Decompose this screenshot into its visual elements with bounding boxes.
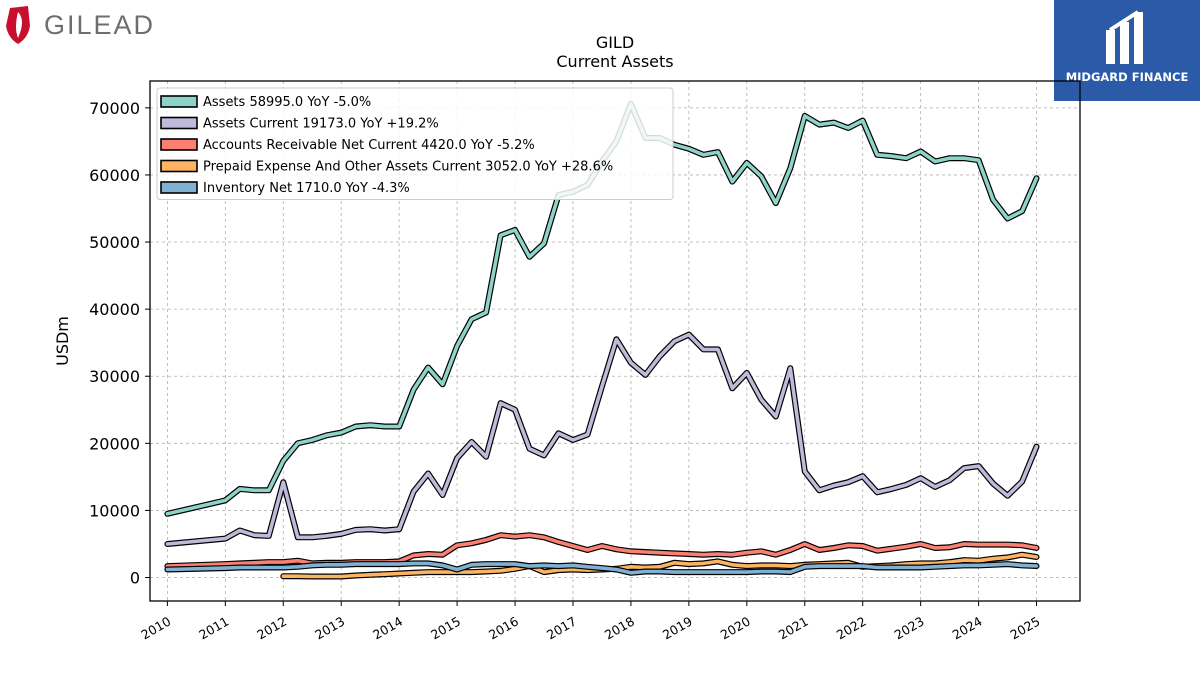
y-axis-ticks: 0 10000 20000 30000 40000 50000 60000 70000 bbox=[89, 99, 150, 588]
x-axis-ticks: 2010 2011 2012 2013 2014 2015 2016 2017 2018 2019… bbox=[138, 601, 1043, 643]
x-tick-label: 2013 bbox=[312, 614, 347, 643]
x-tick-label: 2018 bbox=[602, 614, 637, 643]
x-tick-label: 2014 bbox=[370, 614, 405, 643]
midgard-finance-logo: MIDGARD FINANCE bbox=[1054, 0, 1200, 101]
y-tick-label: 30000 bbox=[89, 367, 140, 386]
x-tick-label: 2020 bbox=[718, 614, 753, 643]
legend: Assets 58995.0 YoY -5.0% Assets Current 1… bbox=[156, 87, 674, 200]
x-tick-label: 2024 bbox=[950, 614, 985, 643]
gilead-logo-mark: GILEAD bbox=[6, 6, 155, 44]
midgard-logo-mark bbox=[1106, 10, 1143, 64]
y-axis-label: USDm bbox=[53, 316, 72, 366]
y-tick-label: 40000 bbox=[89, 300, 140, 319]
y-tick-label: 0 bbox=[130, 569, 140, 588]
legend-label: Accounts Receivable Net Current 4420.0 Y… bbox=[203, 138, 535, 153]
legend-swatch bbox=[160, 116, 198, 130]
legend-label: Assets Current 19173.0 YoY +19.2% bbox=[203, 117, 439, 132]
series-outline-assets-current bbox=[164, 331, 1040, 547]
x-tick-label: 2021 bbox=[776, 614, 811, 643]
legend-swatch bbox=[160, 138, 198, 151]
x-tick-label: 2016 bbox=[486, 614, 521, 643]
y-tick-label: 60000 bbox=[89, 166, 140, 185]
series-line-prepaid-expense-and-other-assets-current bbox=[281, 552, 1039, 579]
legend-label: Assets 58995.0 YoY -5.0% bbox=[203, 95, 371, 110]
midgard-wordmark: MIDGARD FINANCE bbox=[1065, 70, 1189, 84]
series-lines bbox=[164, 100, 1040, 580]
x-tick-label: 2025 bbox=[1008, 614, 1043, 643]
gilead-logo: GILEAD bbox=[0, 0, 170, 50]
x-tick-label: 2015 bbox=[428, 614, 463, 643]
x-tick-label: 2012 bbox=[254, 614, 289, 643]
series-line-assets-current bbox=[165, 332, 1039, 546]
x-tick-label: 2019 bbox=[660, 614, 695, 643]
x-tick-label: 2022 bbox=[834, 614, 869, 643]
x-tick-label: 2010 bbox=[138, 614, 173, 643]
y-tick-label: 50000 bbox=[89, 233, 140, 252]
legend-label: Inventory Net 1710.0 YoY -4.3% bbox=[203, 181, 410, 196]
legend-swatch bbox=[160, 95, 198, 108]
y-tick-label: 70000 bbox=[89, 99, 140, 118]
x-tick-label: 2023 bbox=[892, 614, 927, 643]
legend-label: Prepaid Expense And Other Assets Current… bbox=[203, 160, 613, 175]
legend-swatch bbox=[160, 159, 198, 173]
x-tick-label: 2017 bbox=[544, 614, 579, 643]
legend-box bbox=[156, 87, 674, 200]
y-tick-label: 10000 bbox=[89, 501, 140, 520]
chart-subtitle: Current Assets bbox=[556, 52, 673, 71]
plot-frame bbox=[149, 80, 1081, 602]
series-line-inventory-net bbox=[165, 561, 1039, 575]
legend-swatch bbox=[160, 181, 198, 194]
gilead-wordmark: GILEAD bbox=[44, 10, 155, 40]
chart-title: GILD bbox=[596, 33, 634, 52]
y-tick-label: 20000 bbox=[89, 434, 140, 453]
x-tick-label: 2011 bbox=[196, 614, 231, 643]
gilead-leaf-icon bbox=[16, 12, 22, 38]
